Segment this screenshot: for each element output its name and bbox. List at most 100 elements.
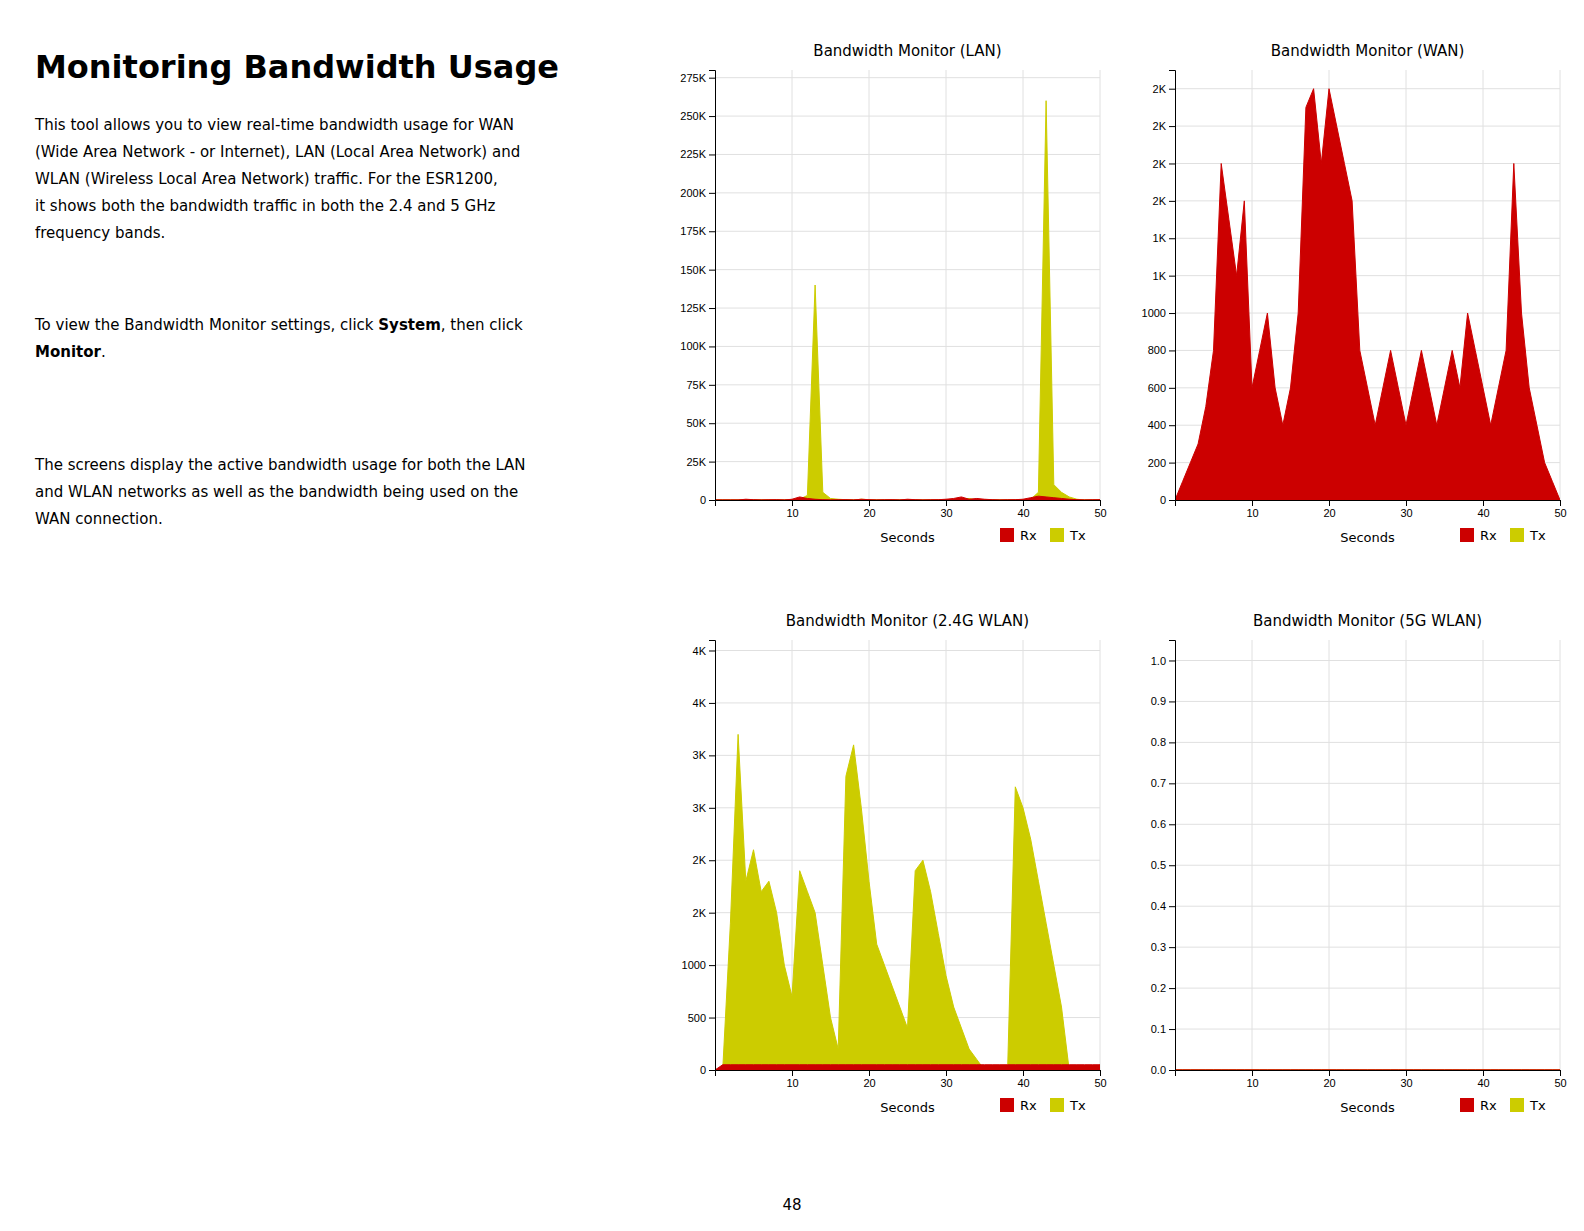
legend-swatch <box>1000 1098 1014 1112</box>
grid-line <box>715 231 1100 232</box>
tick-mark <box>1169 425 1175 426</box>
tick-mark <box>709 500 715 501</box>
tick-mark <box>709 462 715 463</box>
paragraph-line: (Wide Area Network - or Internet), LAN (… <box>35 143 520 161</box>
grid <box>715 70 1100 500</box>
y-tick: 3K <box>693 802 715 814</box>
grid-line <box>1406 640 1407 1070</box>
tick-label: 1.0 <box>1151 654 1166 666</box>
tick-mark <box>1023 500 1024 506</box>
axis-line <box>709 641 716 1071</box>
y-tick: 1K <box>1153 232 1175 244</box>
legend-item: Tx <box>1050 1098 1086 1113</box>
tick-label: 1000 <box>1142 307 1166 319</box>
x-tick: 10 <box>1246 500 1258 519</box>
y-tick: 25K <box>686 456 715 468</box>
y-tick: 0.1 <box>1151 1023 1175 1035</box>
y-axis: 050010002K2K3K3K4K4K <box>682 641 716 1077</box>
series-area <box>715 101 1100 500</box>
y-tick: 3K <box>693 749 715 761</box>
y-tick: 4K <box>693 697 715 709</box>
chart: Bandwidth Monitor (WAN)10203040500200400… <box>1142 42 1567 545</box>
grid <box>715 640 1100 1070</box>
tick-label: 0.7 <box>1151 777 1166 789</box>
tick-label: 25K <box>686 456 706 468</box>
tick-label: 0 <box>1160 494 1166 506</box>
tick-mark <box>1169 388 1175 389</box>
axis-line <box>709 71 716 501</box>
x-axis: 1020304050 <box>716 1070 1107 1089</box>
y-tick: 1000 <box>1142 307 1175 319</box>
tick-label: 4K <box>693 645 707 657</box>
tick-mark <box>792 500 793 506</box>
tick-mark <box>946 500 947 506</box>
paragraph-line: This tool allows you to view real-time b… <box>34 116 514 134</box>
grid-line <box>1175 824 1560 825</box>
tick-label: 40 <box>1477 1077 1489 1089</box>
x-tick: 30 <box>940 500 952 519</box>
grid-line <box>1252 640 1253 1070</box>
tick-label: 4K <box>693 697 707 709</box>
tick-mark <box>709 1018 715 1019</box>
paragraph-line: frequency bands. <box>35 224 165 242</box>
tick-label: 175K <box>680 225 706 237</box>
axis-line <box>716 1071 1101 1077</box>
text-run: This tool allows you to view real-time b… <box>34 116 514 134</box>
legend-item: Rx <box>1460 1098 1497 1113</box>
tick-label: 40 <box>1477 507 1489 519</box>
y-tick: 175K <box>680 225 715 237</box>
tick-mark <box>709 78 715 79</box>
legend-label: Rx <box>1020 1098 1037 1113</box>
y-tick: 0.7 <box>1151 777 1175 789</box>
grid-line <box>1175 88 1560 89</box>
grid <box>1175 70 1560 500</box>
tick-mark <box>1483 500 1484 506</box>
y-tick: 275K <box>680 72 715 84</box>
axis-line <box>1176 1071 1561 1077</box>
tick-label: 50K <box>686 417 706 429</box>
grid-line <box>1175 163 1560 164</box>
paragraph-line: WLAN (Wireless Local Area Network) traff… <box>35 170 498 188</box>
legend-swatch <box>1460 1098 1474 1112</box>
grid-line <box>1175 1029 1560 1030</box>
chart-title: Bandwidth Monitor (WAN) <box>1271 42 1465 60</box>
x-tick: 10 <box>786 1070 798 1089</box>
tick-mark <box>709 1070 715 1071</box>
tick-label: 0.9 <box>1151 695 1166 707</box>
tick-label: 10 <box>1246 507 1258 519</box>
tick-mark <box>1252 1070 1253 1076</box>
grid-line <box>1175 660 1560 661</box>
y-tick: 200K <box>680 187 715 199</box>
x-axis: 1020304050 <box>1176 500 1567 519</box>
tick-label: 200K <box>680 187 706 199</box>
tick-mark <box>1169 163 1175 164</box>
y-tick: 0.0 <box>1151 1064 1175 1076</box>
text-run: To view the Bandwidth Monitor settings, … <box>34 316 378 334</box>
grid-line <box>1175 701 1560 702</box>
axis-line <box>1169 71 1176 501</box>
y-tick: 150K <box>680 264 715 276</box>
legend-swatch <box>1050 528 1064 542</box>
tick-mark <box>1406 500 1407 506</box>
grid-line <box>715 755 1100 756</box>
grid-line <box>1483 640 1484 1070</box>
chart: Bandwidth Monitor (2.4G WLAN)10203040500… <box>682 612 1107 1115</box>
page-number: 48 <box>782 1196 801 1214</box>
y-tick: 800 <box>1148 344 1175 356</box>
series-area <box>1175 89 1560 500</box>
tick-mark <box>709 423 715 424</box>
tick-label: 50 <box>1554 1077 1566 1089</box>
tick-mark <box>1023 1070 1024 1076</box>
y-tick: 2K <box>1153 195 1175 207</box>
legend-swatch <box>1460 528 1474 542</box>
tick-label: 1K <box>1153 270 1167 282</box>
tick-mark <box>709 755 715 756</box>
axis-line <box>716 501 1101 507</box>
tick-mark <box>1169 865 1175 866</box>
marks <box>715 734 1100 1070</box>
chart: Bandwidth Monitor (5G WLAN)10203040500.0… <box>1151 612 1567 1115</box>
tick-mark <box>792 1070 793 1076</box>
tick-label: 500 <box>688 1012 706 1024</box>
tick-mark <box>709 231 715 232</box>
tick-label: 20 <box>1323 507 1335 519</box>
